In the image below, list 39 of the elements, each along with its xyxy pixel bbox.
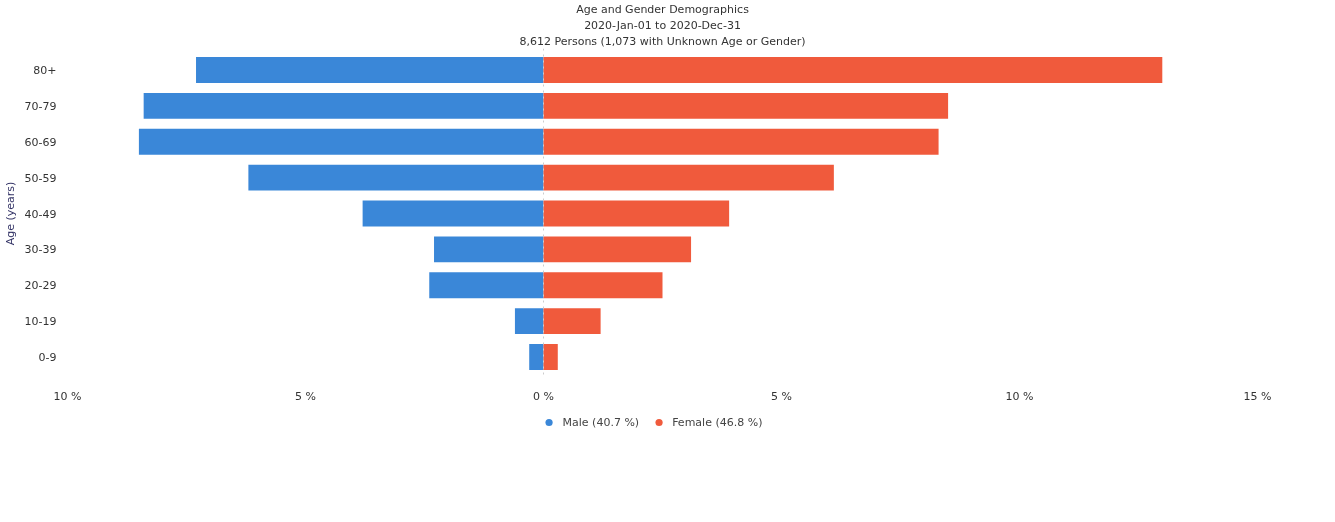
text: 8,612 Persons (1,073 with Unknown Age or Gender) — [519, 35, 806, 48]
x-tick-label: 0 % — [533, 389, 554, 403]
legend-label: Male (40.7 %) — [562, 415, 640, 429]
bar — [543, 128, 939, 155]
y-tick-label: 70-79 — [24, 99, 57, 113]
bar — [543, 164, 834, 191]
bar — [514, 308, 544, 335]
x-tick-label: 15 % — [1243, 389, 1272, 403]
bar — [543, 308, 601, 335]
bar — [196, 57, 544, 83]
bar — [543, 57, 1163, 83]
y-tick-label: 40-49 — [24, 207, 57, 221]
y-axis-title: Age (years) — [3, 181, 17, 246]
chart-subtitle: 2020-Jan-01 to 2020-Dec-31 — [584, 19, 741, 32]
y-tick-label: 50-59 — [24, 171, 57, 185]
bar — [543, 200, 730, 227]
y-tick-label: 20-29 — [24, 279, 57, 293]
bar — [543, 344, 558, 370]
x-tick-label: 5 % — [295, 389, 316, 403]
y-tick-label: 60-69 — [24, 135, 57, 149]
x-tick-label: 10 % — [1005, 389, 1034, 403]
y-tick-label: 0-9 — [38, 350, 57, 364]
bar — [362, 200, 544, 227]
bar — [138, 128, 544, 155]
y-tick-label: 10-19 — [24, 315, 57, 329]
bar — [248, 164, 544, 191]
bar — [429, 272, 544, 299]
y-tick-label: 80+ — [33, 64, 57, 78]
bar — [543, 272, 663, 299]
x-tick-label: 5 % — [771, 389, 792, 403]
bar — [434, 236, 544, 263]
bar — [529, 344, 544, 370]
legend-label: Female (46.8 %) — [672, 415, 763, 429]
bar — [543, 236, 692, 263]
bar — [143, 92, 544, 119]
x-tick-label: 10 % — [53, 389, 82, 403]
y-tick-label: 30-39 — [24, 243, 57, 257]
chart-title: Age and Gender Demographics — [576, 3, 750, 16]
bar — [543, 92, 949, 119]
